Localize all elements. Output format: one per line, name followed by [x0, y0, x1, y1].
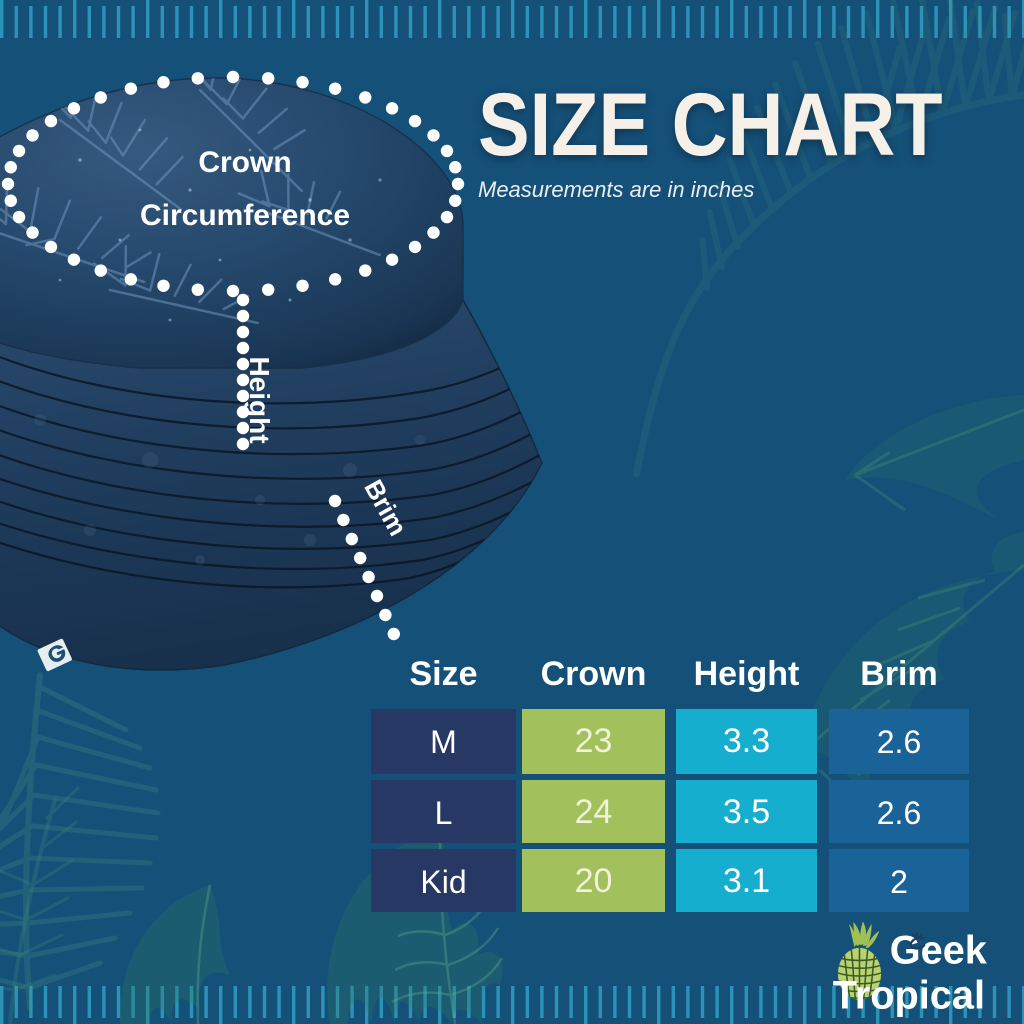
svg-text:Tropical: Tropical: [833, 973, 985, 1017]
svg-text:Geek: Geek: [890, 928, 988, 972]
